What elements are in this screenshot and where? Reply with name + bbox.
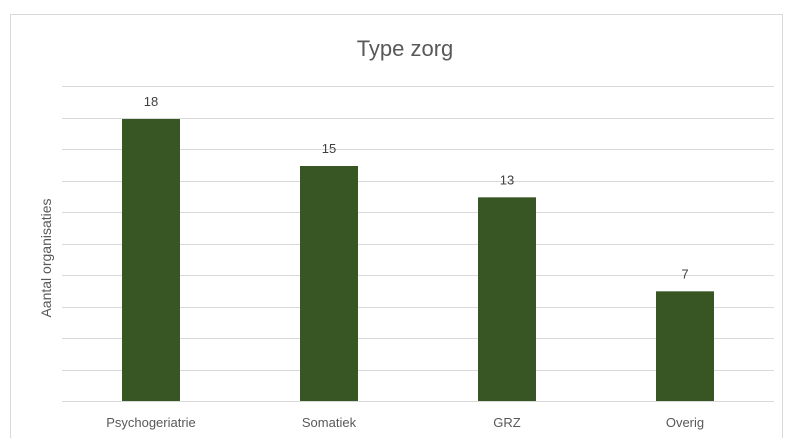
x-tick-somatiek: Somatiek bbox=[302, 415, 357, 430]
x-tick-psychogeriatrie: Psychogeriatrie bbox=[106, 415, 196, 430]
y-axis-label: Aantal organisaties bbox=[38, 198, 54, 317]
bar-somatiek bbox=[300, 166, 358, 401]
gridlines bbox=[62, 86, 774, 402]
bar-overig bbox=[656, 291, 714, 401]
chart-title: Type zorg bbox=[357, 36, 454, 61]
x-tick-grz: GRZ bbox=[493, 415, 521, 430]
data-label-psychogeriatrie: 18 bbox=[144, 94, 158, 109]
chart-frame bbox=[10, 14, 783, 438]
bars bbox=[122, 119, 714, 401]
x-tick-overig: Overig bbox=[666, 415, 704, 430]
bar-psychogeriatrie bbox=[122, 119, 180, 401]
data-label-somatiek: 15 bbox=[322, 141, 336, 156]
data-labels: 18 15 13 7 bbox=[144, 94, 689, 281]
data-label-grz: 13 bbox=[500, 172, 514, 187]
x-axis-ticks: Psychogeriatrie Somatiek GRZ Overig bbox=[106, 415, 704, 430]
data-label-overig: 7 bbox=[681, 266, 688, 281]
bar-grz bbox=[478, 197, 536, 401]
